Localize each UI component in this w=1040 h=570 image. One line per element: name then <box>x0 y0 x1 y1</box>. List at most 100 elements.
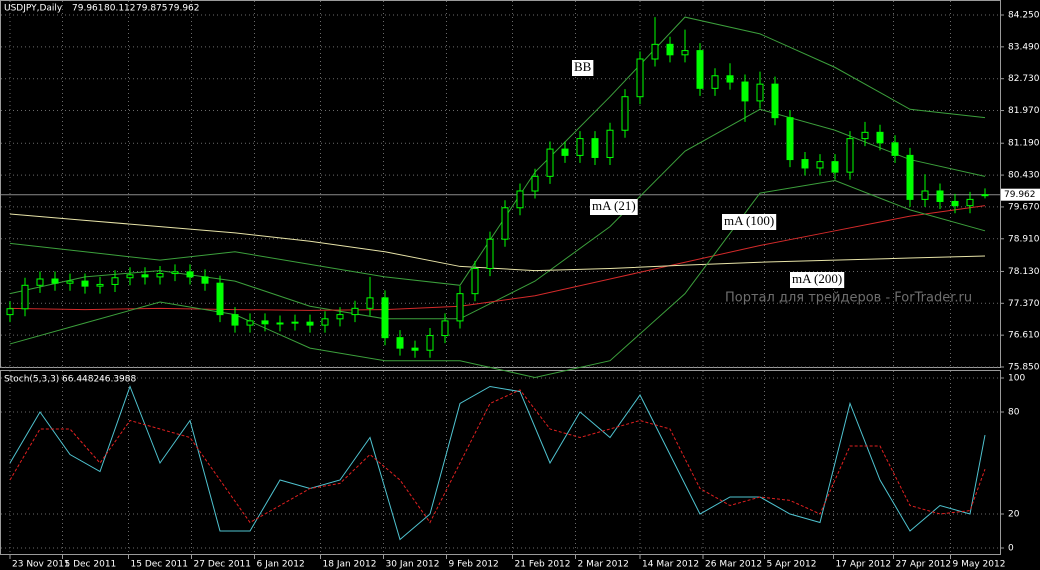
x-tick-label: 30 Jan 2012 <box>386 560 440 570</box>
stoch-title: Stoch(5,3,3) <box>4 375 59 385</box>
y-tick-label: 76.610 <box>1008 331 1040 341</box>
candle-body <box>381 297 389 339</box>
candle-body <box>501 207 509 240</box>
x-tick-label: 17 Apr 2012 <box>836 560 892 570</box>
candle-body <box>456 293 464 322</box>
candle-body <box>126 274 134 279</box>
candle-body <box>261 320 269 325</box>
candle-body <box>291 321 299 324</box>
candle-body <box>801 159 809 169</box>
candle-body <box>186 271 194 278</box>
y-tick-label: 77.370 <box>1008 299 1040 309</box>
x-tick-label: 23 Nov 2011 <box>12 560 70 570</box>
y-tick-label: 78.910 <box>1008 234 1040 244</box>
candle-body <box>726 75 734 83</box>
candle-body <box>936 190 944 202</box>
y-tick-label: 100 <box>1008 374 1025 384</box>
stoch-signal-value: 46.3988 <box>99 375 136 385</box>
x-tick-label: 26 Mar 2012 <box>705 560 762 570</box>
annotation-box <box>572 60 594 76</box>
candle-body <box>246 320 254 326</box>
x-tick-label: 6 Jan 2012 <box>257 560 305 570</box>
x-tick-label: 9 May 2012 <box>953 560 1006 570</box>
annotation-box <box>790 272 845 288</box>
candle-body <box>531 175 539 192</box>
candle-body <box>216 282 224 316</box>
candle-body <box>741 81 749 102</box>
stoch-panel <box>0 370 1001 555</box>
candle-body <box>876 131 884 144</box>
candle-body <box>846 138 854 173</box>
candle-body <box>696 50 704 89</box>
candle-body <box>81 280 89 287</box>
candle-body <box>441 320 449 337</box>
y-tick-label: 20 <box>1008 510 1020 520</box>
candle-body <box>156 273 164 278</box>
candle-body <box>411 347 419 351</box>
header-close: 79.962 <box>168 4 200 14</box>
candle-body <box>111 277 119 285</box>
candle-body <box>681 50 689 56</box>
current-price-label: 79.962 <box>1004 190 1036 200</box>
stoch-line <box>9 389 986 524</box>
annotation: mA (100) <box>724 213 774 228</box>
y-tick-label: 81.190 <box>1008 139 1040 149</box>
main-panel <box>0 0 1001 368</box>
y-tick-label: 78.130 <box>1008 267 1040 277</box>
candle-body <box>516 190 524 209</box>
candle-body <box>951 200 959 207</box>
current-price-box <box>1001 188 1040 201</box>
candle-body <box>486 238 494 270</box>
y-tick-label: 81.970 <box>1008 106 1040 116</box>
candle-body <box>426 335 434 351</box>
x-tick-label: 2 Mar 2012 <box>578 560 629 570</box>
annotation: mA (200) <box>792 271 842 286</box>
candle-body <box>471 268 479 295</box>
header-open: 79.961 <box>72 4 104 14</box>
candle-body <box>711 75 719 89</box>
candle-body <box>51 278 59 284</box>
annotation-box <box>722 214 777 230</box>
candle-body <box>276 322 284 325</box>
bollinger-lower <box>9 180 986 378</box>
annotation: mA (21) <box>592 198 636 213</box>
candle-body <box>546 148 554 177</box>
moving-average <box>9 213 986 272</box>
candle-body <box>636 58 644 98</box>
candle-body <box>891 142 899 156</box>
candle-body <box>6 308 14 316</box>
candle-body <box>966 198 974 207</box>
annotation: BB <box>574 59 592 74</box>
y-tick-label: 84.250 <box>1008 11 1040 21</box>
chart-title: USDJPY,Daily <box>4 4 63 14</box>
candle-body <box>351 307 359 316</box>
y-tick-label: 0 <box>1008 544 1014 554</box>
candle-body <box>561 148 569 156</box>
x-tick-label: 5 Dec 2011 <box>65 560 117 570</box>
x-tick-label: 18 Jan 2012 <box>323 560 377 570</box>
stoch-line <box>9 385 986 541</box>
x-tick-label: 14 Mar 2012 <box>642 560 699 570</box>
candle-body <box>981 194 989 197</box>
candle-body <box>321 318 329 326</box>
candle-body <box>396 337 404 349</box>
candle-body <box>861 131 869 140</box>
x-tick-label: 27 Apr 2012 <box>896 560 952 570</box>
candle-body <box>366 297 374 309</box>
candle-body <box>576 138 584 156</box>
candle-body <box>201 276 209 284</box>
candle-body <box>141 274 149 278</box>
candle-body <box>231 314 239 326</box>
candle-body <box>66 280 74 284</box>
y-tick-label: 79.670 <box>1008 202 1040 212</box>
x-tick-label: 15 Dec 2011 <box>131 560 189 570</box>
y-tick-label: 83.490 <box>1008 42 1040 52</box>
candle-body <box>36 278 44 286</box>
candle-body <box>921 190 929 200</box>
y-tick-label: 80 <box>1008 408 1020 418</box>
annotation-box <box>590 199 638 215</box>
y-tick-label: 75.850 <box>1008 363 1040 373</box>
